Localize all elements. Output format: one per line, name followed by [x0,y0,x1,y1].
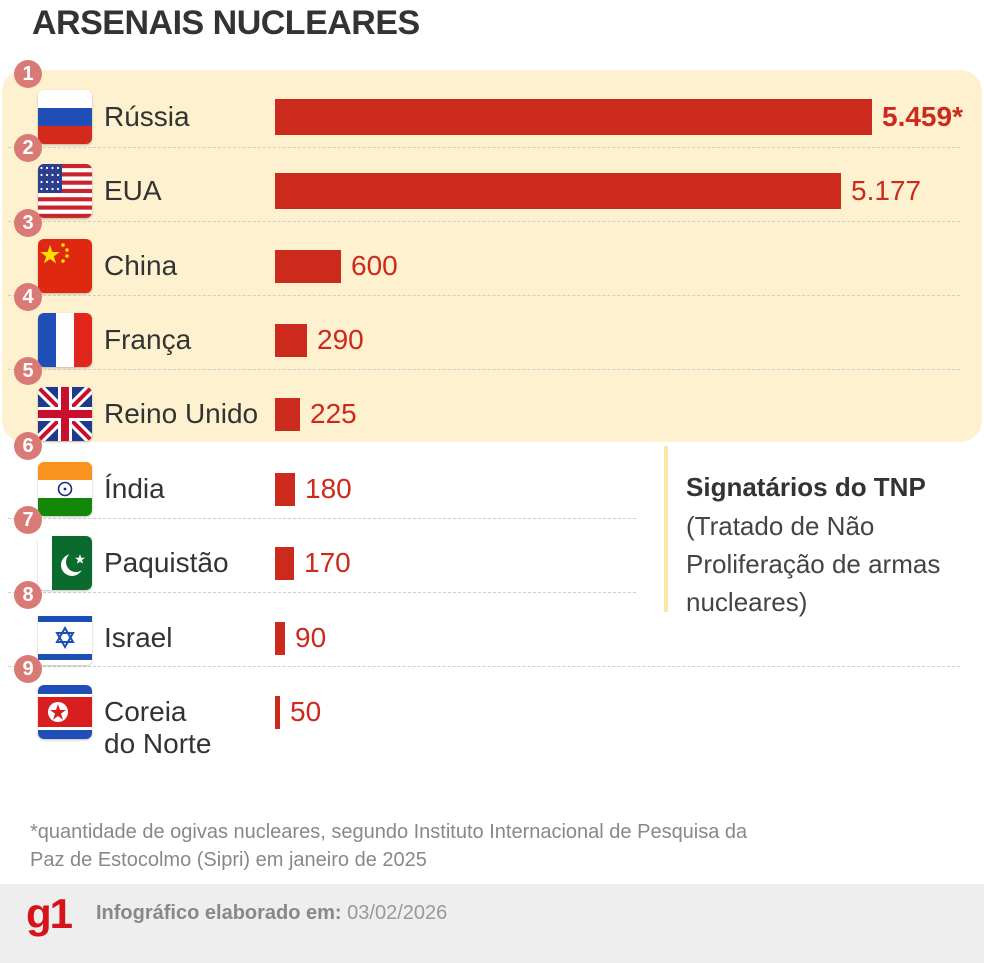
bar [275,323,307,357]
value-label: 170 [304,547,351,578]
value-label: 5.459* [882,101,963,132]
tnp-divider [664,446,668,612]
bar [275,546,294,580]
china-flag-icon [38,239,92,293]
usa-flag-icon [38,164,92,218]
rank-badge: 7 [14,506,42,534]
row-separator [8,369,960,370]
footnote: *quantidade de ogivas nucleares, segundo… [30,821,748,871]
footer-date: 03/02/2026 [347,902,448,924]
bar [275,173,841,209]
country-label: Coreia do Norte [104,696,211,760]
country-label: Israel [104,622,173,653]
value-label: 50 [290,696,322,727]
tnp-heading: Signatários do TNP [686,472,926,502]
chart-title: ARSENAIS NUCLEARES [32,4,420,42]
footer-label: Infográfico elaborado em: [96,902,342,924]
israel-flag-icon [38,611,92,665]
uk-flag-icon [38,387,92,441]
bar [275,472,295,506]
value-label: 290 [317,324,364,355]
country-label: França [104,324,192,355]
bar [275,249,341,283]
row-separator [8,666,960,667]
row-separator [8,295,960,296]
india-flag-icon [38,462,92,516]
row-separator [8,592,636,593]
rank-badge: 5 [14,357,42,385]
bar [275,397,300,431]
rank-badge: 4 [14,283,42,311]
country-label-line1: Coreia [104,696,187,727]
north-korea-flag-icon [38,685,92,739]
rank-badge: 9 [14,655,42,683]
row-separator [8,518,636,519]
rank-badge: 1 [14,60,42,88]
rank-badge: 3 [14,209,42,237]
country-label: China [104,250,178,281]
country-label: Reino Unido [104,398,259,429]
country-label-line2: do Norte [104,728,212,759]
russia-flag-icon [38,90,92,144]
value-label: 225 [310,398,357,429]
value-label: 180 [305,473,352,504]
bar [275,695,280,729]
tnp-description: (Tratado de Não Proliferação de armas nu… [686,511,941,617]
value-label: 90 [295,622,327,653]
bar [275,99,872,135]
france-flag-icon [38,313,92,367]
row-separator [8,221,960,222]
rank-badge: 2 [14,134,42,162]
country-label: Paquistão [104,547,229,578]
rank-badge: 8 [14,581,42,609]
row-separator [8,147,960,148]
value-label: 600 [351,250,398,281]
g1-logo[interactable]: g1 [26,890,73,937]
bar [275,621,285,655]
country-label: EUA [104,175,162,206]
footer: g1 Infográfico elaborado em: 03/02/2026 [0,884,984,963]
country-label: Índia [104,473,165,504]
footer-credit: Infográfico elaborado em: 03/02/2026 [96,902,447,925]
value-label: 5.177 [851,175,922,206]
country-label: Rússia [104,101,190,132]
pakistan-flag-icon [38,536,92,590]
rank-badge: 6 [14,432,42,460]
